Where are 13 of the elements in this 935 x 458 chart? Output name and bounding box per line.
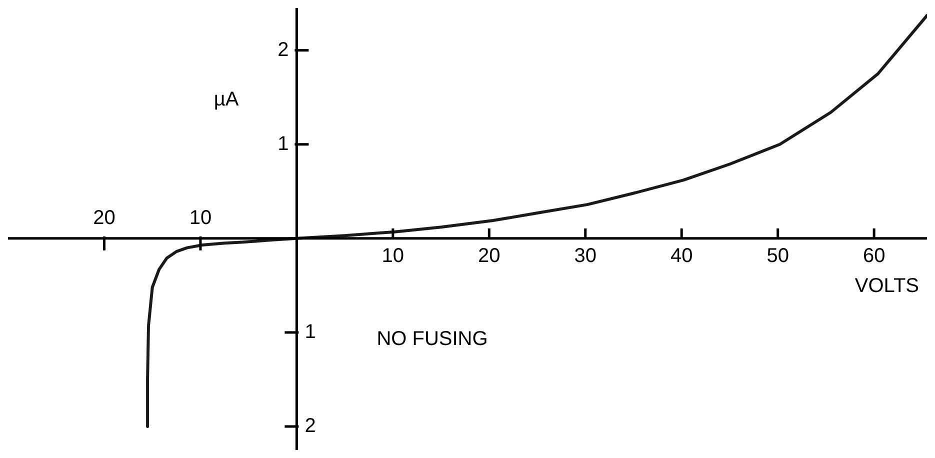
x-tick-label: 20 [478,244,500,267]
y2-tick-label: 2 [304,415,316,438]
x-tick-label: 60 [862,244,886,267]
x2-tick-label: 10 [189,206,212,229]
y2-tick-label: 1 [304,320,316,343]
annotation: NO FUSING [376,328,488,350]
x-tick-label: 40 [670,244,693,267]
x-tick-label: 30 [574,244,597,267]
x-tick-label: 10 [382,244,404,267]
x-axis-title: VOLTS [854,274,919,297]
y-axis-title: µA [214,88,240,111]
x2-tick-label: 20 [93,206,116,229]
x-tick-label: 50 [766,244,789,267]
